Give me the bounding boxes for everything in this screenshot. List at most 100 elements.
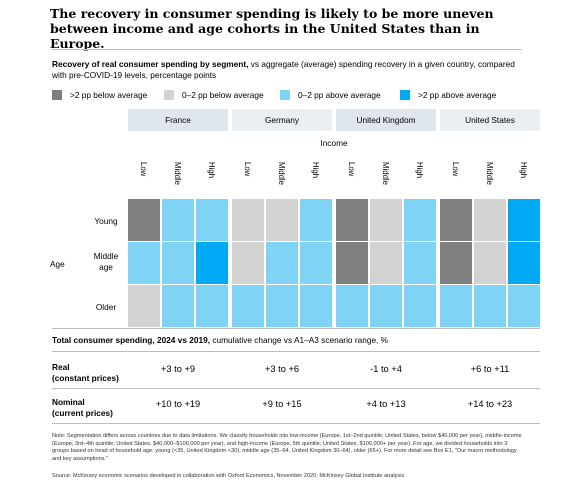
income-level-text: Middle bbox=[485, 162, 494, 185]
country-label-germany: Germany bbox=[264, 115, 300, 125]
row-label-nominal-title: Nominal bbox=[52, 397, 85, 407]
country-header-bar bbox=[440, 109, 540, 131]
heatmap-cell bbox=[300, 199, 332, 241]
heatmap-cell bbox=[336, 199, 368, 241]
row-label-nominal-sub: (current prices) bbox=[52, 408, 113, 418]
legend-label: >2 pp below average bbox=[70, 90, 148, 100]
country-label-us: United States bbox=[465, 115, 515, 125]
row-label-nominal: Nominal (current prices) bbox=[52, 397, 113, 419]
income-level-label: Middle bbox=[372, 162, 398, 196]
heatmap-cell bbox=[336, 242, 368, 284]
income-level-label: High bbox=[198, 162, 224, 196]
title-divider bbox=[52, 49, 522, 50]
heatmap-cell bbox=[128, 199, 160, 241]
legend-swatch bbox=[164, 90, 174, 100]
heatmap-cell bbox=[162, 199, 194, 241]
age-label-young: Young bbox=[94, 216, 118, 226]
legend-label: 0–2 pp above average bbox=[298, 90, 381, 100]
heatmap-cell bbox=[162, 242, 194, 284]
legend-label: 0–2 pp below average bbox=[182, 90, 264, 100]
income-level-label: High bbox=[510, 162, 536, 196]
heatmap-cell bbox=[336, 285, 368, 327]
country-header-bar bbox=[336, 109, 436, 131]
legend-label: >2 pp above average bbox=[418, 90, 497, 100]
table-heading-bold: Total consumer spending, 2024 vs 2019, bbox=[52, 335, 211, 345]
income-level-text: Low bbox=[451, 162, 460, 177]
value-real-uk: -1 to +4 bbox=[370, 364, 402, 374]
heatmap-cell bbox=[232, 199, 264, 241]
heatmap-cell bbox=[474, 242, 506, 284]
table-bottom-divider bbox=[52, 423, 540, 424]
income-axis-label: Income bbox=[320, 138, 348, 148]
heatmap-cell bbox=[196, 285, 228, 327]
source-note: Source: McKinsey economic scenarios deve… bbox=[52, 473, 405, 479]
income-level-text: Low bbox=[139, 162, 148, 177]
income-level-text: Low bbox=[347, 162, 356, 177]
income-level-label: Low bbox=[130, 162, 156, 196]
value-real-germany: +3 to +6 bbox=[264, 364, 300, 374]
heatmap-cell bbox=[440, 242, 472, 284]
country-label-france: France bbox=[165, 115, 191, 125]
table-divider bbox=[52, 351, 540, 352]
chart-subtitle: Recovery of real consumer spending by se… bbox=[52, 59, 522, 81]
country-header-bar bbox=[128, 109, 228, 131]
heatmap-cell bbox=[232, 242, 264, 284]
value-nominal-uk: +4 to +13 bbox=[366, 399, 406, 409]
legend-swatch bbox=[280, 90, 290, 100]
age-label-middle: Middle age bbox=[93, 251, 119, 272]
income-level-text: High bbox=[207, 162, 216, 179]
heatmap-cell bbox=[404, 285, 436, 327]
heatmap-cell bbox=[300, 242, 332, 284]
income-level-label: High bbox=[302, 162, 328, 196]
legend-swatch bbox=[400, 90, 410, 100]
heatmap-cell bbox=[474, 285, 506, 327]
heatmap-cell bbox=[266, 242, 298, 284]
age-label-older: Older bbox=[95, 302, 117, 312]
country-header-bar bbox=[232, 109, 332, 131]
value-real-france: +3 to +9 bbox=[160, 364, 196, 374]
heatmap-cell bbox=[508, 242, 540, 284]
heatmap-cell bbox=[266, 199, 298, 241]
income-level-label: Middle bbox=[476, 162, 502, 196]
age-axis-label: Age bbox=[50, 259, 65, 269]
heatmap-cell bbox=[370, 242, 402, 284]
heatmap-cell bbox=[300, 285, 332, 327]
income-level-text: Middle bbox=[173, 162, 182, 185]
income-level-label: High bbox=[406, 162, 432, 196]
heatmap-cell bbox=[474, 199, 506, 241]
table-heading-text: cumulative change vs A1–A3 scenario rang… bbox=[210, 335, 389, 345]
page-title: The recovery in consumer spending is lik… bbox=[50, 6, 494, 51]
income-level-label: Middle bbox=[268, 162, 294, 196]
heatmap-cell bbox=[508, 285, 540, 327]
heatmap-cell bbox=[370, 285, 402, 327]
income-level-text: Middle bbox=[381, 162, 390, 185]
value-nominal-germany: +9 to +15 bbox=[262, 399, 302, 409]
value-nominal-france: +10 to +19 bbox=[155, 399, 201, 409]
heatmap-cell bbox=[196, 199, 228, 241]
heatmap-cell bbox=[128, 285, 160, 327]
heatmap-cell bbox=[404, 199, 436, 241]
heatmap-cell bbox=[162, 285, 194, 327]
income-level-text: Low bbox=[243, 162, 252, 177]
table-row-divider bbox=[52, 388, 540, 389]
income-level-label: Low bbox=[442, 162, 468, 196]
footnote: Note: Segmentation differs across countr… bbox=[52, 433, 522, 462]
heatmap-cell bbox=[196, 242, 228, 284]
value-nominal-us: +14 to +23 bbox=[467, 399, 513, 409]
legend-swatch bbox=[52, 90, 62, 100]
income-level-text: High bbox=[311, 162, 320, 179]
heatmap-cell bbox=[370, 199, 402, 241]
row-label-real: Real (constant prices) bbox=[52, 362, 119, 384]
heatmap-bottom-divider bbox=[52, 328, 540, 329]
value-real-us: +6 to +11 bbox=[470, 364, 510, 374]
income-level-text: Middle bbox=[277, 162, 286, 185]
income-level-label: Low bbox=[234, 162, 260, 196]
heatmap-cell bbox=[404, 242, 436, 284]
heatmap-cell bbox=[440, 285, 472, 327]
heatmap-cell bbox=[440, 199, 472, 241]
legend-item-1: >2 pp below average bbox=[52, 89, 147, 101]
country-label-uk: United Kingdom bbox=[356, 115, 416, 125]
heatmap-cell bbox=[232, 285, 264, 327]
subtitle-bold: Recovery of real consumer spending by se… bbox=[52, 59, 249, 69]
income-level-label: Low bbox=[338, 162, 364, 196]
